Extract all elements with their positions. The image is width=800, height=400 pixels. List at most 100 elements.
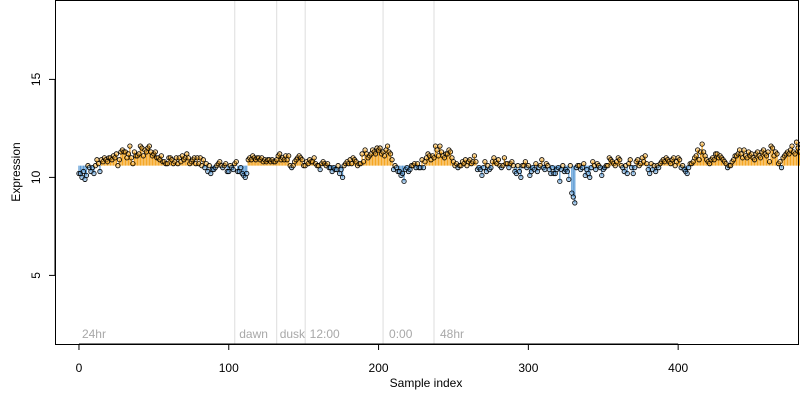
data-point-341 bbox=[587, 174, 593, 180]
data-point-444 bbox=[741, 147, 747, 153]
data-point-345 bbox=[593, 166, 599, 173]
data-point-293 bbox=[515, 163, 521, 169]
data-point-159 bbox=[314, 163, 320, 169]
data-point-317 bbox=[551, 170, 557, 177]
data-point-381 bbox=[647, 170, 653, 177]
data-point-370 bbox=[630, 170, 636, 177]
data-point-373 bbox=[635, 157, 641, 163]
data-point-385 bbox=[653, 168, 659, 175]
data-point-175 bbox=[338, 166, 344, 173]
data-point-157 bbox=[311, 155, 317, 161]
data-point-87 bbox=[206, 163, 212, 169]
data-point-208 bbox=[387, 151, 394, 157]
data-point-326 bbox=[564, 168, 570, 175]
data-point-43 bbox=[140, 153, 146, 159]
data-point-305 bbox=[533, 161, 539, 167]
data-point-30 bbox=[121, 149, 127, 155]
data-point-201 bbox=[377, 145, 383, 151]
data-point-58 bbox=[163, 161, 169, 167]
data-point-187 bbox=[356, 161, 362, 167]
x-tick-label-3: 300 bbox=[518, 361, 538, 375]
data-point-476 bbox=[789, 143, 795, 149]
data-point-51 bbox=[152, 149, 158, 155]
data-point-241 bbox=[437, 143, 443, 149]
data-point-328 bbox=[567, 163, 573, 169]
data-point-366 bbox=[624, 170, 630, 177]
data-point-0 bbox=[76, 170, 82, 177]
x-axis-title: Sample index bbox=[390, 376, 463, 390]
data-point-294 bbox=[516, 168, 522, 175]
data-point-412 bbox=[693, 153, 699, 159]
data-point-280 bbox=[495, 157, 502, 163]
data-point-161 bbox=[317, 166, 323, 173]
data-point-237 bbox=[431, 155, 437, 161]
data-point-189 bbox=[359, 151, 365, 157]
data-point-378 bbox=[642, 153, 648, 159]
data-point-108 bbox=[238, 165, 244, 171]
data-point-330 bbox=[570, 194, 576, 200]
data-point-416 bbox=[699, 141, 705, 147]
data-point-434 bbox=[726, 163, 732, 169]
data-point-239 bbox=[434, 147, 440, 153]
data-point-337 bbox=[581, 161, 587, 167]
data-point-206 bbox=[384, 143, 391, 149]
data-point-105 bbox=[233, 159, 239, 165]
annotation-labels: 24hr dawn dusk 12:00 0:00 48hr bbox=[82, 327, 464, 341]
data-point-10 bbox=[91, 170, 97, 177]
x-tick-label-1: 100 bbox=[219, 361, 239, 375]
data-point-270 bbox=[480, 165, 487, 171]
data-point-264 bbox=[471, 153, 478, 159]
data-point-254 bbox=[456, 163, 463, 169]
data-point-311 bbox=[542, 166, 548, 173]
data-point-269 bbox=[479, 172, 485, 179]
data-point-33 bbox=[125, 151, 132, 157]
data-point-455 bbox=[757, 155, 764, 161]
data-point-424 bbox=[711, 157, 717, 163]
data-point-298 bbox=[522, 159, 528, 165]
data-point-36 bbox=[130, 161, 136, 167]
data-point-35 bbox=[128, 155, 134, 161]
data-point-290 bbox=[510, 163, 516, 169]
data-point-217 bbox=[401, 178, 407, 184]
annotation-label-3: 12:00 bbox=[310, 327, 340, 341]
data-point-451 bbox=[751, 157, 758, 163]
data-point-469 bbox=[778, 165, 785, 171]
data-point-248 bbox=[447, 149, 454, 155]
data-point-327 bbox=[566, 176, 572, 182]
data-points bbox=[76, 139, 800, 206]
data-point-100 bbox=[226, 168, 232, 175]
data-point-323 bbox=[560, 163, 566, 169]
data-point-331 bbox=[572, 200, 578, 206]
data-point-240 bbox=[435, 153, 442, 159]
data-point-14 bbox=[97, 168, 103, 175]
data-point-275 bbox=[488, 165, 494, 171]
data-point-134 bbox=[277, 151, 283, 157]
data-point-173 bbox=[335, 163, 341, 169]
y-axis-title: Expression bbox=[9, 142, 23, 201]
data-point-59 bbox=[164, 161, 170, 167]
data-point-309 bbox=[539, 157, 545, 163]
data-point-106 bbox=[235, 168, 241, 175]
data-point-216 bbox=[399, 170, 406, 177]
data-point-26 bbox=[115, 163, 121, 169]
annotation-label-0: 24hr bbox=[82, 327, 106, 341]
data-point-371 bbox=[632, 165, 638, 171]
data-point-176 bbox=[340, 174, 346, 180]
x-axis: 0 100 200 300 400 bbox=[76, 343, 688, 375]
data-point-150 bbox=[301, 163, 307, 169]
data-point-204 bbox=[381, 153, 388, 159]
data-point-296 bbox=[519, 163, 525, 169]
data-point-406 bbox=[684, 170, 690, 177]
data-point-13 bbox=[95, 161, 102, 167]
data-point-103 bbox=[230, 166, 236, 173]
data-point-265 bbox=[473, 159, 479, 165]
data-point-468 bbox=[777, 159, 783, 165]
x-tick-label-4: 400 bbox=[668, 361, 688, 375]
data-point-73 bbox=[185, 155, 191, 161]
data-point-3 bbox=[80, 168, 87, 175]
data-point-149 bbox=[299, 157, 305, 163]
data-point-182 bbox=[349, 161, 355, 167]
y-tick-label-1: 10 bbox=[29, 170, 43, 184]
data-point-333 bbox=[575, 163, 581, 169]
